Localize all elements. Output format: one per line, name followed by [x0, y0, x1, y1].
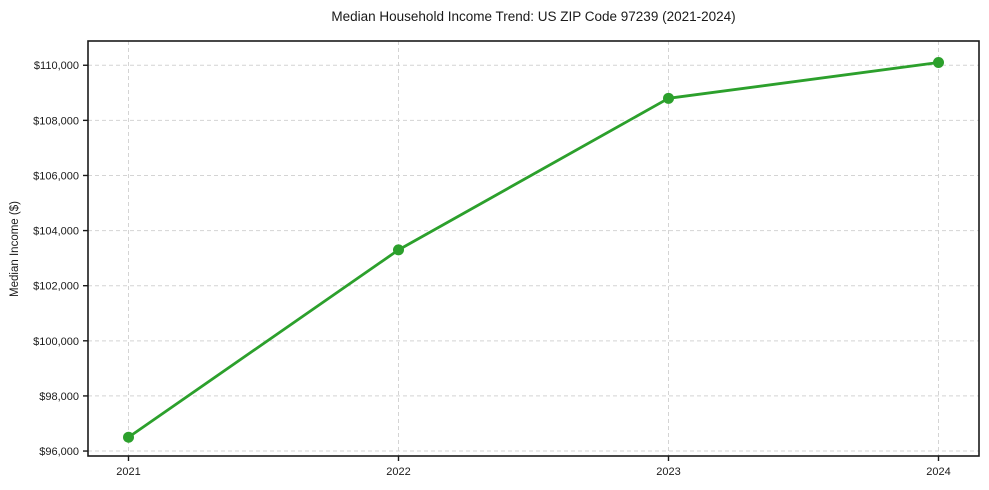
- x-tick-label: 2021: [116, 466, 140, 478]
- plot-border: [87, 40, 980, 457]
- y-tick-label: $108,000: [33, 115, 79, 127]
- y-tick-label: $100,000: [33, 336, 79, 348]
- x-tick-label: 2023: [656, 466, 680, 478]
- x-tick-label: 2022: [386, 466, 410, 478]
- y-tick-label: $104,000: [33, 226, 79, 238]
- x-tick-label: 2024: [926, 466, 950, 478]
- trend-line: [127, 61, 940, 439]
- data-point-marker: [663, 92, 674, 104]
- chart-title: Median Household Income Trend: US ZIP Co…: [331, 9, 736, 24]
- data-point-marker: [933, 56, 944, 68]
- data-point-marker: [123, 431, 134, 443]
- y-tick-label: $110,000: [34, 60, 79, 72]
- y-tick-label: $102,000: [33, 281, 79, 293]
- data-point-marker: [393, 244, 404, 256]
- y-tick-label: $96,000: [39, 446, 79, 458]
- y-tick-label: $98,000: [39, 391, 79, 403]
- y-tick-label: $106,000: [33, 170, 79, 182]
